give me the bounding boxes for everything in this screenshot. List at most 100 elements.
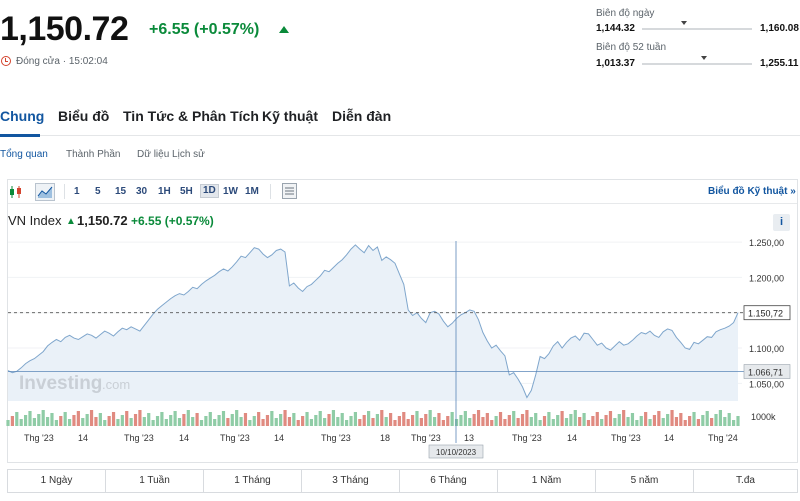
volume-bar [177,418,182,426]
period-1-week[interactable]: 1 Tuần [106,470,204,492]
volume-bar [32,418,36,426]
timeframe-30[interactable]: 30 [136,186,148,197]
x-tick-label: Thg '23 [411,433,441,443]
volume-bar [556,415,560,426]
info-button[interactable]: i [773,214,790,231]
volume-bar [560,411,564,426]
volume-bar [19,419,23,426]
volume-bar [94,417,98,426]
tab-forum[interactable]: Diễn đàn [332,108,392,124]
crosshair: 1.066,71 10/10/2023 [8,241,791,459]
volume-bar [120,415,124,426]
technical-chart-link[interactable]: Biểu đồ Kỹ thuật » [708,186,796,197]
week52-range-low: 1,013.37 [596,58,635,69]
volume-bar [419,418,423,426]
volume-bar [208,412,212,426]
volume-bar [692,412,696,426]
volume-bar [507,415,511,426]
timeframe-1h[interactable]: 1H [158,186,171,197]
timeframe-1m[interactable]: 1M [245,186,259,197]
calendar-grid-icon[interactable] [282,183,297,199]
timeframe-1d[interactable]: 1D [200,184,219,198]
tab-news-analysis[interactable]: Tin Tức & Phân Tích [123,108,259,124]
volume-bar [358,419,362,426]
period-6-months[interactable]: 6 Tháng [400,470,498,492]
y-axis: 1.250,001.200,001.150,001.100,001.050,00… [743,238,791,422]
volume-bar [538,420,542,426]
volume-bar [252,416,256,426]
timeframe-1w[interactable]: 1W [223,186,238,197]
subtab-overview[interactable]: Tổng quan [0,149,48,160]
price-change: +6.55 (+0.57%) [149,21,260,38]
period-1-month[interactable]: 1 Tháng [204,470,302,492]
volume-bar [459,415,463,426]
x-tick-label: Thg '23 [24,433,54,443]
volume-bar [54,420,58,426]
timeframe-1[interactable]: 1 [74,186,80,197]
volume-bar [441,420,445,426]
candlestick-icon[interactable] [9,185,23,199]
volume-bar [142,417,146,426]
volume-bar [296,420,300,426]
volume-bar [384,417,388,426]
legend-price: 1,150.72 [77,213,128,228]
period-1-day[interactable]: 1 Ngày [8,470,106,492]
period-5-years[interactable]: 5 năm [596,470,694,492]
watermark-brand: Investing [19,373,102,394]
volume-bar [292,413,296,426]
volume-bar [468,418,472,426]
volume-bar [98,413,102,426]
timeframe-5[interactable]: 5 [95,186,101,197]
volume-bar [397,416,401,426]
volume-bar [701,415,705,426]
volume-bar [23,415,28,426]
x-axis: Thg '23 14 Thg '23 14 Thg '23 14 Thg '23 18 Thg … [24,433,738,443]
volume-bar [626,417,630,426]
volume-bar [591,416,595,426]
volume-bar [340,413,344,426]
price-area [7,244,744,401]
day-range-marker-icon [680,21,687,25]
tab-chart[interactable]: Biểu đồ [58,108,110,124]
subtab-historical-data[interactable]: Dữ liệu Lịch sử [137,149,205,160]
period-selector: 1 Ngày 1 Tuần 1 Tháng 3 Tháng 6 Tháng 1 … [7,469,798,493]
volume-bar [569,414,573,426]
day-range-track [642,28,752,30]
volume-bar [472,414,476,426]
volume-bar [45,417,50,426]
tab-technical[interactable]: Kỹ thuật [262,108,318,124]
volume-bar [498,412,503,426]
volume-bar [534,413,538,426]
y-tick-label: 1.250,00 [749,238,784,248]
crosshair-date-label: 10/10/2023 [436,448,477,457]
volume-bar [230,414,234,426]
volume-bar [336,417,340,426]
volume-bar [15,412,19,426]
volume-bar [72,415,76,426]
price-chart[interactable]: 1.066,71 10/10/2023 1.250,00 1.200,00 1.150… [0,235,800,461]
period-1-year[interactable]: 1 Năm [498,470,596,492]
volume-bar [305,412,309,426]
timeframe-5h[interactable]: 5H [180,186,193,197]
volume-bar [718,410,723,426]
tab-overview[interactable]: Chung [0,108,45,124]
volume-bar [239,417,243,426]
volume-bar [283,410,287,426]
volume-bar [362,415,366,426]
timeframe-15[interactable]: 15 [115,186,127,197]
period-max[interactable]: T.đa [736,475,755,486]
area-chart-icon[interactable] [35,183,55,201]
volume-bar [28,411,32,426]
watermark-suffix: .com [102,377,130,392]
day-range-high: 1,160.08 [760,23,799,34]
period-3-months[interactable]: 3 Tháng [302,470,400,492]
volume-bar [604,415,608,426]
volume-bar [248,420,252,426]
last-price-label: 1.150,72 [748,309,783,319]
volume-bar [657,411,661,426]
active-tab-indicator [0,134,40,137]
subtab-components[interactable]: Thành Phần [66,149,121,160]
volume-bar [463,411,467,426]
volume-bar [406,419,410,426]
volume-bar [103,420,107,426]
